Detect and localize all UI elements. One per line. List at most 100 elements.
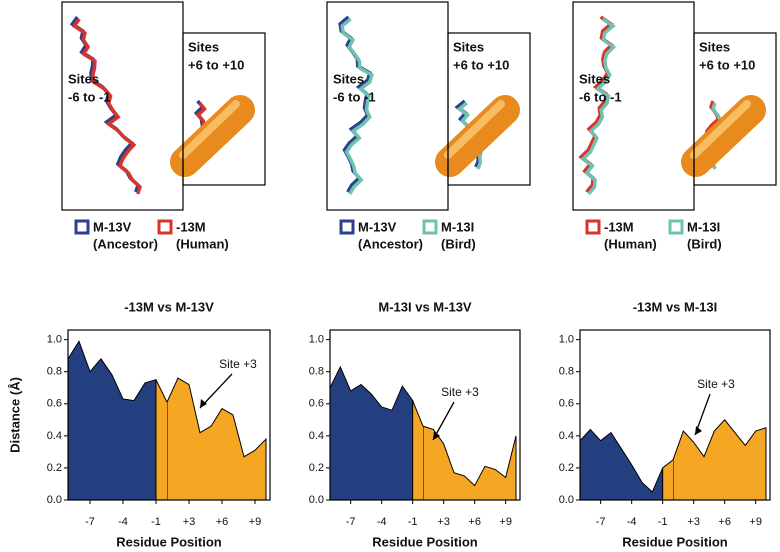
legend-sublabel: (Bird) xyxy=(687,236,722,251)
y-tick-label: 0.0 xyxy=(309,494,324,506)
y-tick-label: 0.8 xyxy=(47,366,62,378)
site-label: Sites xyxy=(188,39,219,54)
site-label: +6 to +10 xyxy=(453,57,509,72)
x-tick-label: +9 xyxy=(749,516,762,528)
plot-frame xyxy=(579,329,771,501)
site-label: -6 to -1 xyxy=(579,89,622,104)
site-label: Sites xyxy=(68,71,99,86)
area-edge xyxy=(662,459,674,469)
area-bridge xyxy=(662,459,673,500)
y-tick-label: 1.0 xyxy=(309,334,324,346)
legend-label: -13M xyxy=(176,219,206,234)
y-tick-label: 0.4 xyxy=(47,430,62,442)
y-axis-label: Distance (Å) xyxy=(7,377,22,453)
legend-label: -13M xyxy=(604,219,634,234)
chart-title: M-13I vs M-13V xyxy=(378,299,472,314)
molecule-stick xyxy=(69,15,141,193)
annotation: Site +3 xyxy=(219,357,257,371)
legend-swatch xyxy=(585,219,601,235)
legend-sublabel: (Human) xyxy=(176,236,229,251)
x-tick-label: -1 xyxy=(151,516,161,528)
x-tick-label: -1 xyxy=(408,516,418,528)
chart-title: -13M vs M-13V xyxy=(124,299,214,314)
site-label: Sites xyxy=(333,71,364,86)
legend-swatch xyxy=(668,219,684,235)
site-box xyxy=(693,32,777,186)
y-tick-label: 0.0 xyxy=(559,494,574,506)
y-tick-label: 0.6 xyxy=(47,398,62,410)
y-tick-label: 0.8 xyxy=(309,366,324,378)
legend-sublabel: (Ancestor) xyxy=(358,236,423,251)
molecule-stick xyxy=(71,17,143,195)
helix-cylinder xyxy=(681,95,766,177)
x-tick-label: +6 xyxy=(216,516,229,528)
area xyxy=(166,377,267,501)
annotation-arrowhead xyxy=(695,426,702,435)
x-tick-label: +6 xyxy=(718,516,731,528)
x-tick-label: -4 xyxy=(118,516,128,528)
y-tick-label: 1.0 xyxy=(559,334,574,346)
annotation: Site +3 xyxy=(441,385,479,399)
legend-label: M-13V xyxy=(93,219,132,234)
y-tick-label: 0.4 xyxy=(309,430,324,442)
x-tick-label: -4 xyxy=(627,516,637,528)
plot-frame xyxy=(329,329,521,501)
area xyxy=(579,428,664,501)
plot-frame xyxy=(67,329,271,501)
x-tick-label: -7 xyxy=(596,516,606,528)
site-label: Sites xyxy=(453,39,484,54)
legend-label: M-13I xyxy=(687,219,720,234)
y-tick-label: 1.0 xyxy=(47,334,62,346)
site-label: +6 to +10 xyxy=(699,57,755,72)
x-tick-label: +9 xyxy=(249,516,262,528)
area xyxy=(672,419,767,501)
x-axis-label: Residue Position xyxy=(116,534,222,549)
x-tick-label: +3 xyxy=(437,516,450,528)
annotation-arrow xyxy=(199,373,233,409)
molecule-stick xyxy=(580,17,617,196)
site-label: +6 to +10 xyxy=(188,57,244,72)
annotation: Site +3 xyxy=(697,377,735,391)
legend-sublabel: (Bird) xyxy=(441,236,476,251)
x-tick-label: -1 xyxy=(658,516,668,528)
y-tick-label: 0.2 xyxy=(309,462,324,474)
annotation-arrowhead xyxy=(200,399,207,408)
legend-label: M-13I xyxy=(441,219,474,234)
area xyxy=(422,425,517,501)
legend-swatch xyxy=(339,219,355,235)
x-tick-label: -7 xyxy=(346,516,356,528)
helix-highlight xyxy=(444,100,505,159)
x-tick-label: +3 xyxy=(687,516,700,528)
area-bridge xyxy=(412,400,423,500)
area-edge xyxy=(412,400,424,427)
x-axis-label: Residue Position xyxy=(622,534,728,549)
legend-label: M-13V xyxy=(358,219,397,234)
x-tick-label: -4 xyxy=(377,516,387,528)
y-tick-label: 0.8 xyxy=(559,366,574,378)
y-tick-label: 0.0 xyxy=(47,494,62,506)
x-tick-label: +9 xyxy=(499,516,512,528)
chart-title: -13M vs M-13I xyxy=(633,299,718,314)
helix-cylinder xyxy=(435,95,520,177)
site-box xyxy=(61,1,184,211)
x-axis-label: Residue Position xyxy=(372,534,478,549)
helix-highlight xyxy=(179,100,240,159)
legend-swatch xyxy=(157,219,173,235)
site-box xyxy=(447,32,531,186)
legend-swatch xyxy=(74,219,90,235)
legend-sublabel: (Ancestor) xyxy=(93,236,158,251)
legend-swatch xyxy=(422,219,438,235)
x-tick-label: +6 xyxy=(468,516,481,528)
area-edge xyxy=(155,379,168,403)
legend-sublabel: (Human) xyxy=(604,236,657,251)
y-tick-label: 0.6 xyxy=(309,398,324,410)
site-box xyxy=(182,32,266,186)
site-label: -6 to -1 xyxy=(68,89,111,104)
y-tick-label: 0.4 xyxy=(559,430,574,442)
molecule-stick xyxy=(340,17,374,195)
area-bridge xyxy=(156,379,167,500)
x-tick-label: +3 xyxy=(183,516,196,528)
helix-highlight xyxy=(690,100,751,159)
y-tick-label: 0.6 xyxy=(559,398,574,410)
